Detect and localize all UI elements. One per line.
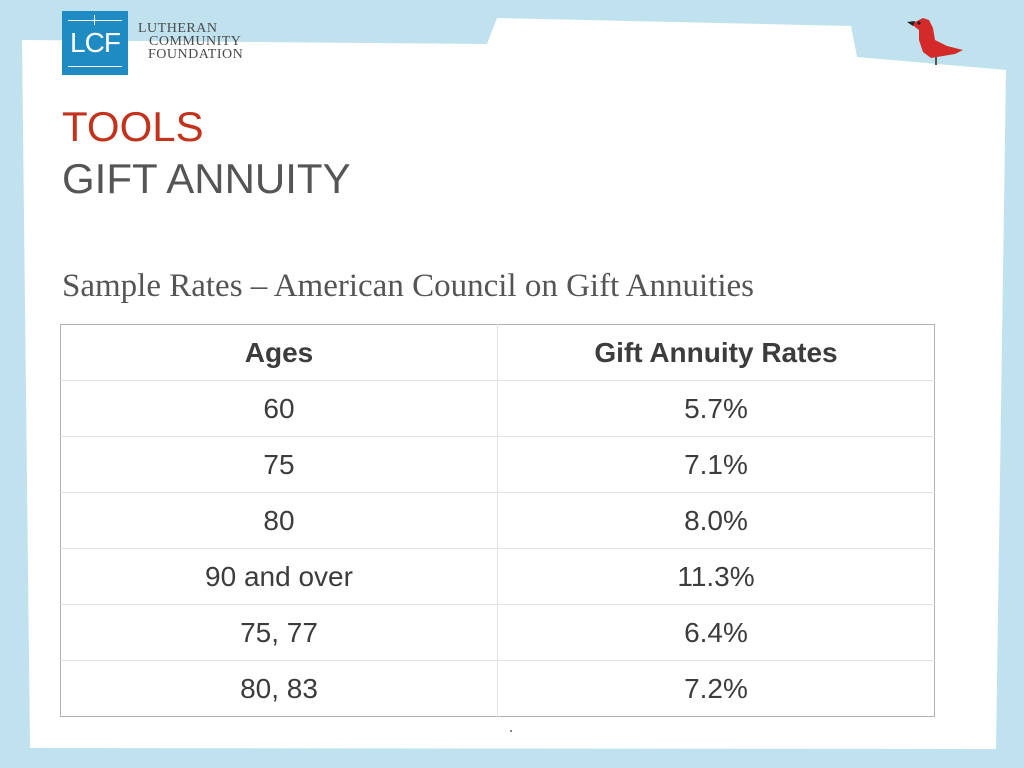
footer-dot: [510, 730, 512, 732]
column-header-rates: Gift Annuity Rates: [497, 324, 935, 381]
age-cell: 80, 83: [60, 660, 498, 717]
page-title-line-2: GIFT ANNUITY: [62, 155, 351, 202]
age-cell: 75, 77: [60, 604, 498, 661]
age-cell: 60: [60, 380, 498, 437]
age-cell: 90 and over: [60, 548, 498, 605]
rate-cell: 7.1%: [497, 436, 935, 493]
red-bird-icon: [907, 18, 963, 65]
table-row: 75 7.1%: [60, 436, 935, 493]
column-header-ages: Ages: [60, 324, 498, 381]
logo-letters: LCF: [70, 27, 121, 58]
page-title-line-1: TOOLS: [62, 103, 204, 150]
logo-top-rule: [68, 20, 122, 21]
org-name-line-2: COMMUNITY: [149, 34, 242, 49]
lcf-logo-icon: LCF: [62, 11, 128, 75]
table-row: 80, 83 7.2%: [60, 660, 935, 717]
table-row: 75, 77 6.4%: [60, 604, 935, 661]
logo-cross-mark: [94, 15, 95, 25]
rate-cell: 11.3%: [497, 548, 935, 605]
org-name-line-3: FOUNDATION: [148, 47, 244, 62]
org-name-line-1: LUTHERAN: [138, 21, 218, 36]
organization-name: LUTHERAN COMMUNITY FOUNDATION: [138, 21, 244, 62]
logo-bottom-rule: [68, 66, 122, 67]
table-row: 60 5.7%: [60, 380, 935, 437]
table-row: 90 and over 11.3%: [60, 548, 935, 605]
rate-cell: 7.2%: [684, 672, 748, 704]
age-cell: 80: [60, 492, 498, 549]
table-caption: Sample Rates – American Council on Gift …: [62, 268, 754, 304]
rates-table: Ages Gift Annuity Rates 60 5.7% 75 7.1% …: [60, 324, 935, 717]
rate-cell: 8.0%: [497, 492, 935, 549]
table-row: 80 8.0%: [60, 492, 935, 549]
age-cell: 75: [60, 436, 498, 493]
rate-cell: 5.7%: [497, 380, 935, 437]
table-header-row: Ages Gift Annuity Rates: [60, 324, 935, 381]
rate-cell: 6.4%: [497, 604, 935, 661]
